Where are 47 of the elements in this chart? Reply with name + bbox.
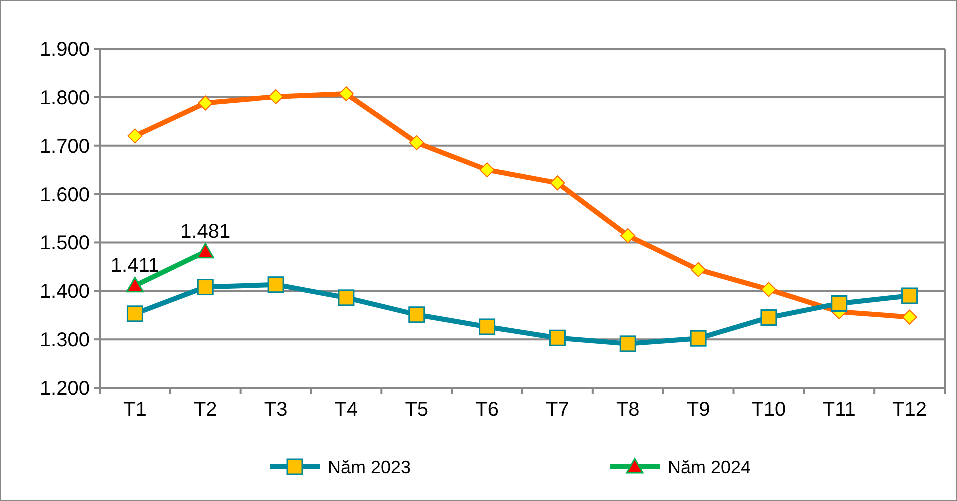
point [550, 176, 566, 191]
x-tick-label: T10 [752, 399, 786, 421]
y-tick-label: 1.900 [40, 39, 90, 61]
x-tick-label: T3 [264, 399, 288, 421]
point [690, 330, 707, 347]
x-tick-label: T12 [892, 399, 928, 421]
y-tick-label: 1.800 [40, 87, 90, 110]
y-tick-label: 1.300 [40, 330, 90, 352]
x-tick-label: T7 [546, 399, 570, 421]
x-tick-label: T9 [686, 399, 710, 421]
x-tick-label: T8 [616, 399, 640, 421]
point [902, 288, 918, 304]
x-tick-label: T11 [822, 399, 856, 421]
point [691, 262, 706, 278]
y-tick-label: 1.200 [40, 378, 90, 400]
x-tick-label: T4 [334, 399, 358, 421]
point [902, 310, 918, 325]
point [831, 295, 848, 312]
y-tick-label: 1.700 [40, 136, 90, 158]
point [128, 128, 143, 144]
point [338, 290, 355, 306]
point [409, 135, 424, 150]
legend-label: Năm 2024 [668, 457, 752, 478]
point [480, 162, 495, 178]
point [198, 96, 214, 111]
point [620, 228, 636, 244]
x-tick-label: T6 [476, 399, 499, 421]
point [268, 276, 284, 294]
point [620, 336, 636, 352]
y-tick-label: 1.500 [40, 232, 90, 255]
point [126, 306, 144, 322]
x-tick-label: T2 [194, 399, 218, 421]
point [408, 306, 426, 324]
point [479, 318, 496, 336]
point [197, 279, 214, 296]
x-tick-label: T1 [124, 399, 147, 421]
data-label: 1.411 [110, 254, 160, 277]
point [338, 86, 354, 102]
legend-label: Năm 2023 [328, 457, 412, 478]
point [760, 310, 778, 326]
y-tick-label: 1.400 [40, 281, 90, 304]
x-tick-label: T5 [405, 399, 429, 421]
data-label: 1.481 [180, 220, 231, 243]
y-tick-label: 1.600 [40, 184, 90, 206]
point [268, 89, 284, 104]
point [549, 330, 566, 346]
point [761, 282, 776, 298]
